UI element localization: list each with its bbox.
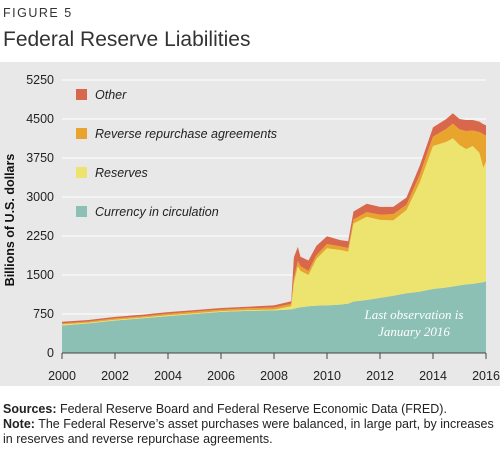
y-tick-label-5250: 5250: [26, 73, 54, 87]
y-tick-label-1500: 1500: [26, 268, 54, 282]
x-tick-label-2016: 2016: [472, 369, 500, 383]
legend-swatch-1: [76, 128, 87, 139]
y-tick-label-3750: 3750: [26, 151, 54, 165]
y-tick-label-4500: 4500: [26, 112, 54, 126]
x-axis-ticks: 2000 2002 2004 2006 2008 2010 2012 2014 2016: [48, 353, 500, 383]
legend-label-3: Currency in circulation: [95, 205, 219, 219]
x-tick-label-2006: 2006: [207, 369, 235, 383]
note-label: Note:: [3, 417, 35, 431]
y-tick-label-750: 750: [33, 307, 54, 321]
area-reserves: [62, 138, 486, 326]
annotation-line-2: January 2016: [378, 324, 450, 339]
y-tick-label-0: 0: [47, 346, 54, 360]
y-tick-label-3000: 3000: [26, 190, 54, 204]
x-tick-label-2008: 2008: [260, 369, 288, 383]
legend-swatch-0: [76, 89, 87, 100]
annotation-line-1: Last observation is: [364, 307, 464, 322]
x-tick-label-2004: 2004: [154, 369, 182, 383]
sources-text: Federal Reserve Board and Federal Reserv…: [56, 402, 447, 416]
legend-label-0: Other: [95, 88, 127, 102]
sources-note: Sources: Federal Reserve Board and Feder…: [3, 402, 497, 417]
legend: Other Reverse repurchase agreements Reserv…: [76, 88, 277, 219]
x-tick-label-2010: 2010: [313, 369, 341, 383]
legend-label-1: Reverse repurchase agreements: [95, 127, 277, 141]
figure-label: FIGURE 5: [3, 6, 73, 20]
y-axis-label: Billions of U.S. dollars: [3, 154, 17, 287]
area-series: [62, 113, 486, 353]
sources-label: Sources:: [3, 402, 57, 416]
x-tick-label-2000: 2000: [48, 369, 76, 383]
x-tick-label-2002: 2002: [101, 369, 129, 383]
y-tick-label-2250: 2250: [26, 229, 54, 243]
legend-label-2: Reserves: [95, 166, 148, 180]
x-tick-label-2012: 2012: [366, 369, 394, 383]
legend-swatch-3: [76, 206, 87, 217]
note-text: The Federal Reserve’s asset purchases we…: [3, 417, 494, 446]
explanatory-note: Note: The Federal Reserve’s asset purcha…: [3, 417, 497, 447]
area-currency-in-circulation: [62, 281, 486, 353]
y-axis-ticks: 0 750 1500 2250 3000 3750 4500 5250: [26, 73, 54, 360]
x-tick-label-2014: 2014: [419, 369, 447, 383]
legend-swatch-2: [76, 167, 87, 178]
chart-title: Federal Reserve Liabilities: [3, 28, 251, 51]
footnotes: Sources: Federal Reserve Board and Feder…: [3, 402, 497, 447]
